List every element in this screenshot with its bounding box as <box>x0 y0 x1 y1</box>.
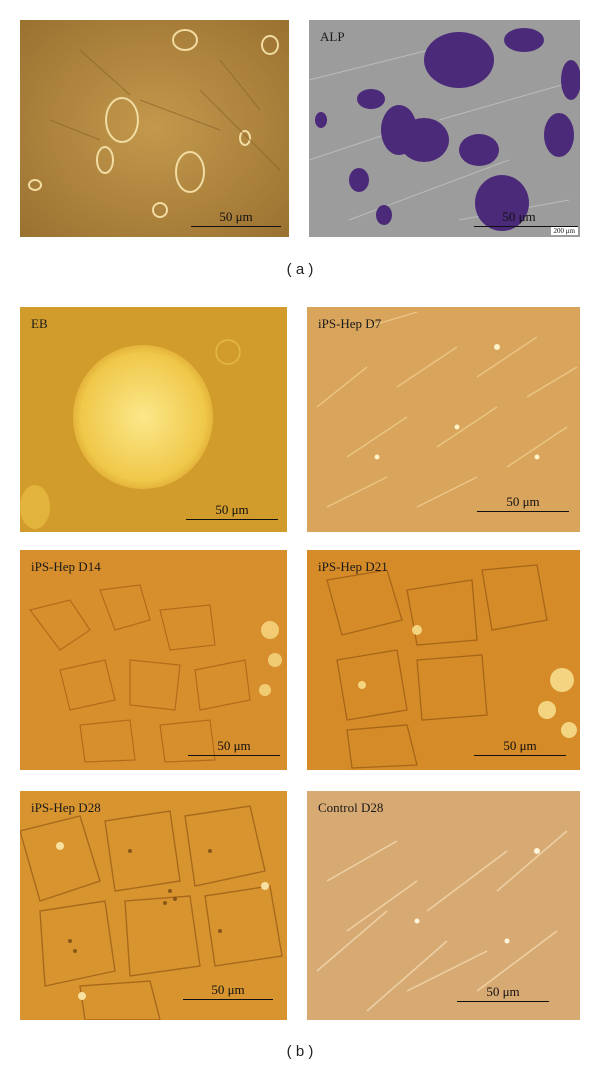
scale-bar-label: 50 μm <box>506 493 540 509</box>
micrograph-ips-hep-d21 <box>307 550 580 770</box>
micrograph-alp-stain <box>309 20 580 237</box>
scale-bar: 50 μm <box>474 737 566 756</box>
scale-bar-label: 50 μm <box>502 208 536 224</box>
scale-bar-label: 50 μm <box>503 737 537 753</box>
scale-bar: 50 μm <box>183 981 273 1000</box>
micrograph-control-d28 <box>307 791 580 1020</box>
panel-b-d28: iPS-Hep D28 50 μm <box>20 791 287 1020</box>
scale-bar-label: 50 μm <box>217 737 251 753</box>
panel-label: iPS-Hep D21 <box>318 559 388 574</box>
scale-bar-label: 50 μm <box>211 981 245 997</box>
scale-bar-label: 50 μm <box>219 208 253 224</box>
micrograph-ips-hep-d7 <box>307 307 580 532</box>
panel-label: iPS-Hep D7 <box>318 316 382 331</box>
scale-bar: 50 μm <box>188 737 280 756</box>
panel-label: iPS-Hep D14 <box>31 559 101 574</box>
scale-bar: 50 μm <box>477 493 569 512</box>
figure-part-b-label: ( b ) <box>286 1043 314 1060</box>
scale-bar-label: 50 μm <box>215 501 249 517</box>
panel-b-eb: EB 50 μm <box>20 307 287 532</box>
panel-label: ALP <box>320 29 345 44</box>
scale-bar: 50 μm <box>191 208 281 227</box>
secondary-scale-bar: 200 μm <box>550 226 578 235</box>
panel-label: iPS-Hep D28 <box>31 800 101 815</box>
micrograph-ips-hep-d28 <box>20 791 287 1020</box>
panel-label: Control D28 <box>318 800 384 815</box>
panel-b-d7: iPS-Hep D7 50 μm <box>307 307 580 532</box>
panel-b-d14: iPS-Hep D14 50 μm <box>20 550 287 770</box>
panel-b-d21: iPS-Hep D21 50 μm <box>307 550 580 770</box>
figure-part-a-label: ( a ) <box>286 261 314 278</box>
micrograph-embryoid-body <box>20 307 287 532</box>
panel-a-alp: ALP 50 μm 200 μm <box>309 20 580 237</box>
panel-label: EB <box>31 316 48 331</box>
scale-bar: 50 μm <box>186 501 278 520</box>
scale-bar: 50 μm <box>474 208 564 227</box>
micrograph-ips-hep-d14 <box>20 550 287 770</box>
scale-bar-label: 50 μm <box>486 983 520 999</box>
panel-b-control: Control D28 50 μm <box>307 791 580 1020</box>
micrograph-brightfield <box>20 20 289 237</box>
panel-a-brightfield: 50 μm <box>20 20 289 237</box>
scale-bar: 50 μm <box>457 983 549 1002</box>
